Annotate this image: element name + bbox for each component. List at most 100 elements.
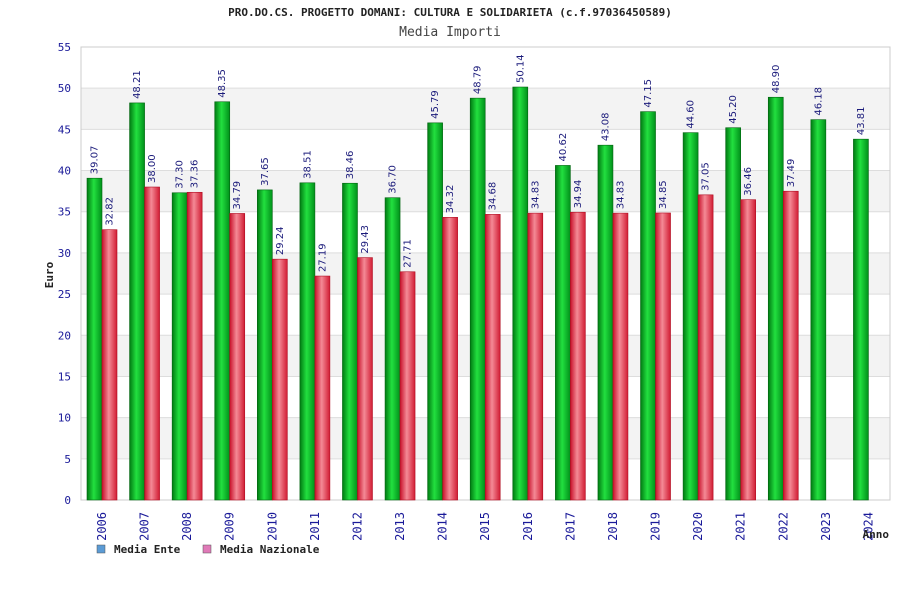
x-axis-ticks: 2006 2007 2008 2009 2010 2011 2012 2013 2014 2015… xyxy=(95,512,875,541)
data-label-media-nazionale: 34.79 xyxy=(232,181,243,210)
data-label-media-nazionale: 27.71 xyxy=(403,239,414,268)
legend: Media Ente Media Nazionale xyxy=(96,543,320,556)
y-axis-label: Euro xyxy=(43,261,56,288)
data-label-media-ente: 36.70 xyxy=(388,165,399,194)
data-label-media-nazionale: 38.00 xyxy=(147,154,158,183)
x-tick-label: 2011 xyxy=(308,512,322,541)
bar-media-nazionale xyxy=(484,214,501,501)
bars-layer: 39.07 48.21 37.30 48.35 37.65 38.51 38.46 36.70… xyxy=(86,54,869,501)
bar-media-nazionale xyxy=(314,275,331,501)
x-tick-label: 2024 xyxy=(861,512,875,541)
data-label-media-nazionale: 37.49 xyxy=(786,159,797,188)
bar-media-nazionale xyxy=(527,212,544,501)
data-label-media-nazionale: 27.19 xyxy=(317,243,328,272)
x-axis-label: Anno xyxy=(863,528,890,541)
x-tick-label: 2006 xyxy=(95,512,109,541)
data-label-media-nazionale: 36.46 xyxy=(743,167,754,196)
bar-media-nazionale xyxy=(399,271,416,501)
legend-swatch-media-nazionale xyxy=(202,544,212,554)
bar-media-nazionale xyxy=(101,229,118,501)
y-tick-label: 25 xyxy=(58,288,71,301)
x-tick-label: 2014 xyxy=(436,512,450,541)
x-tick-label: 2020 xyxy=(691,512,705,541)
data-label-media-ente: 44.60 xyxy=(686,100,697,129)
data-label-media-ente: 45.20 xyxy=(728,95,739,124)
y-tick-label: 35 xyxy=(58,206,71,219)
bar-media-nazionale xyxy=(357,257,373,501)
bar-media-ente xyxy=(725,127,741,501)
y-tick-label: 15 xyxy=(58,370,71,383)
legend-label-media-nazionale: Media Nazionale xyxy=(220,543,320,556)
bar-media-ente xyxy=(214,101,231,501)
x-tick-label: 2018 xyxy=(606,512,620,541)
y-tick-label: 50 xyxy=(58,82,71,95)
data-label-media-nazionale: 37.05 xyxy=(701,162,712,191)
data-label-media-ente: 37.65 xyxy=(260,157,271,186)
bar-media-ente xyxy=(299,182,316,501)
bar-media-ente xyxy=(342,182,358,501)
bar-media-ente xyxy=(129,102,145,501)
bar-media-ente xyxy=(682,132,699,501)
x-tick-label: 2017 xyxy=(563,512,577,541)
data-label-media-ente: 40.62 xyxy=(558,133,569,162)
chart-subtitle: Media Importi xyxy=(399,25,501,40)
bar-media-nazionale xyxy=(655,212,671,501)
data-label-media-ente: 43.08 xyxy=(600,113,611,142)
data-label-media-ente: 48.21 xyxy=(132,70,143,99)
bar-media-ente xyxy=(427,122,443,501)
legend-label-media-ente: Media Ente xyxy=(114,543,181,556)
y-tick-label: 20 xyxy=(58,329,71,342)
x-tick-label: 2007 xyxy=(138,512,152,541)
data-label-media-nazionale: 34.68 xyxy=(488,182,499,211)
bar-media-ente xyxy=(86,177,103,501)
x-tick-label: 2015 xyxy=(478,512,492,541)
data-label-media-nazionale: 34.85 xyxy=(658,180,669,209)
grid-band xyxy=(81,47,890,89)
bar-media-nazionale xyxy=(612,212,629,501)
x-tick-label: 2009 xyxy=(223,512,237,541)
bar-media-nazionale xyxy=(186,191,203,501)
y-tick-label: 10 xyxy=(58,412,71,425)
data-label-media-nazionale: 37.36 xyxy=(190,160,201,189)
bar-media-nazionale xyxy=(570,211,586,501)
x-tick-label: 2013 xyxy=(393,512,407,541)
data-label-media-ente: 46.18 xyxy=(813,87,824,116)
data-label-media-ente: 50.14 xyxy=(515,54,526,83)
bar-media-nazionale xyxy=(697,194,714,501)
bar-media-ente xyxy=(555,165,571,501)
data-label-media-ente: 39.07 xyxy=(90,146,101,175)
y-tick-label: 40 xyxy=(58,165,71,178)
data-label-media-nazionale: 29.43 xyxy=(360,225,371,254)
data-label-media-ente: 47.15 xyxy=(643,79,654,108)
data-label-media-ente: 45.79 xyxy=(430,90,441,119)
y-tick-label: 0 xyxy=(64,494,71,507)
data-label-media-nazionale: 34.83 xyxy=(615,180,626,209)
data-label-media-ente: 38.46 xyxy=(345,151,356,180)
x-tick-label: 2008 xyxy=(180,512,194,541)
x-tick-label: 2016 xyxy=(521,512,535,541)
data-label-media-ente: 43.81 xyxy=(856,107,867,136)
data-label-media-nazionale: 32.82 xyxy=(105,197,116,226)
bar-media-nazionale xyxy=(442,217,458,501)
y-axis-ticks: 0 5 10 15 20 25 30 35 40 45 50 55 xyxy=(58,41,71,507)
y-tick-label: 30 xyxy=(58,247,71,260)
data-label-media-nazionale: 34.94 xyxy=(573,180,584,209)
bar-media-ente xyxy=(512,86,529,501)
y-tick-label: 55 xyxy=(58,41,71,54)
bar-media-nazionale xyxy=(144,186,160,501)
x-tick-label: 2022 xyxy=(776,512,790,541)
data-label-media-nazionale: 34.83 xyxy=(530,180,541,209)
x-tick-label: 2023 xyxy=(819,512,833,541)
bar-media-nazionale xyxy=(272,258,288,501)
data-label-media-ente: 38.51 xyxy=(302,150,313,179)
data-label-media-nazionale: 29.24 xyxy=(275,227,286,256)
x-tick-label: 2010 xyxy=(265,512,279,541)
y-tick-label: 5 xyxy=(64,453,71,466)
bar-media-ente xyxy=(810,119,827,501)
x-tick-label: 2012 xyxy=(350,512,364,541)
bar-media-ente xyxy=(597,144,614,501)
bar-media-nazionale xyxy=(782,190,799,501)
chart-title: PRO.DO.CS. PROGETTO DOMANI: CULTURA E SO… xyxy=(228,6,672,19)
x-tick-label: 2019 xyxy=(649,512,663,541)
